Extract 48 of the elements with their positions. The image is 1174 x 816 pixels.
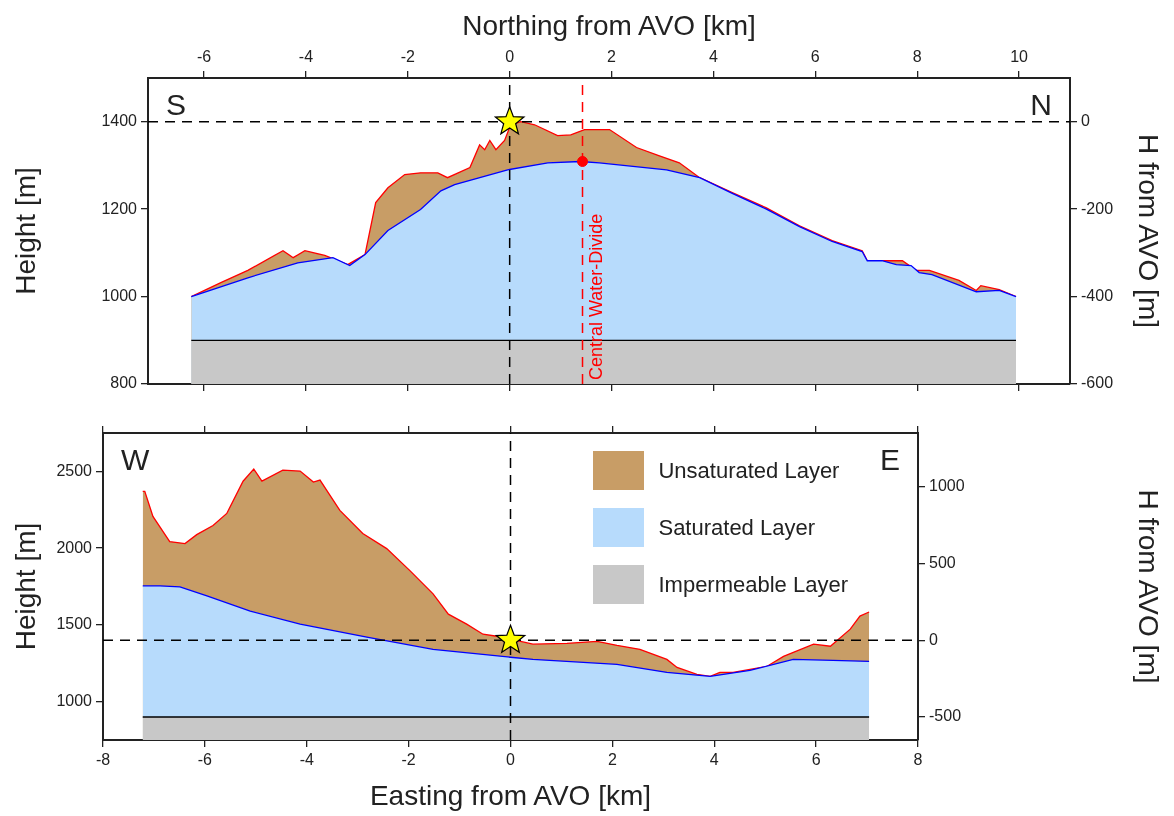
x-tick-label: -2	[401, 751, 416, 769]
x2-tick-label: 0	[505, 47, 515, 65]
x2-tick-label: -4	[298, 47, 314, 65]
y2-tick-label: -400	[1081, 286, 1114, 304]
x-tick-label: 6	[811, 751, 821, 769]
x2-tick-label: 8	[912, 47, 922, 65]
x-tick-label: 8	[913, 751, 923, 769]
x2-axis-title: Northing from AVO [km]	[462, 9, 756, 41]
x-tick-label: 2	[607, 751, 617, 769]
y2-tick-label: -500	[929, 707, 962, 725]
y2-tick-label: 0	[1081, 112, 1090, 130]
x-tick-label: 4	[709, 751, 719, 769]
y2-tick-label: 500	[929, 553, 956, 571]
legend-label: Unsaturated Layer	[658, 457, 840, 484]
x2-tick-label: -2	[400, 47, 415, 65]
x-axis-title: Easting from AVO [km]	[369, 779, 652, 811]
x2-tick-label: 2	[607, 47, 617, 65]
x-tick-label: -6	[197, 751, 213, 769]
x2-tick-label: -6	[196, 47, 212, 65]
y-axis-title: Height [m]	[9, 522, 41, 651]
x-tick-label: 0	[506, 751, 516, 769]
y-tick-label: 1400	[101, 112, 138, 130]
annotation: S	[166, 88, 187, 122]
y2-tick-label: -600	[1081, 374, 1114, 392]
x2-tick-label: 4	[708, 47, 718, 65]
x2-tick-label: 10	[1010, 47, 1029, 65]
y2-tick-label: 1000	[929, 477, 965, 495]
y2-tick-label: 0	[929, 630, 938, 648]
x2-tick-label: 6	[810, 47, 820, 65]
legend-label: Saturated Layer	[658, 514, 815, 541]
y-tick-label: 1000	[56, 692, 93, 710]
annotation: W	[121, 443, 150, 477]
x-tick-label: -8	[95, 751, 111, 769]
y2-tick-label: -200	[1081, 199, 1114, 217]
legend-label: Impermeable Layer	[658, 571, 848, 598]
x-tick-label: -4	[299, 751, 314, 769]
y-tick-label: 1000	[101, 286, 138, 304]
y2-axis-title: H from AVO [m]	[1133, 489, 1165, 684]
y-tick-label: 1500	[56, 615, 93, 633]
ref-line-label: Central Water-Divide	[586, 213, 607, 380]
annotation: N	[1030, 88, 1052, 122]
y2-axis-title: H from AVO [m]	[1133, 134, 1165, 328]
annotation: E	[879, 443, 900, 477]
y-tick-label: 800	[110, 374, 138, 392]
y-tick-label: 1200	[101, 199, 138, 217]
y-axis-title: Height [m]	[9, 167, 41, 295]
y-tick-label: 2000	[56, 538, 93, 556]
y-tick-label: 2500	[56, 461, 93, 479]
